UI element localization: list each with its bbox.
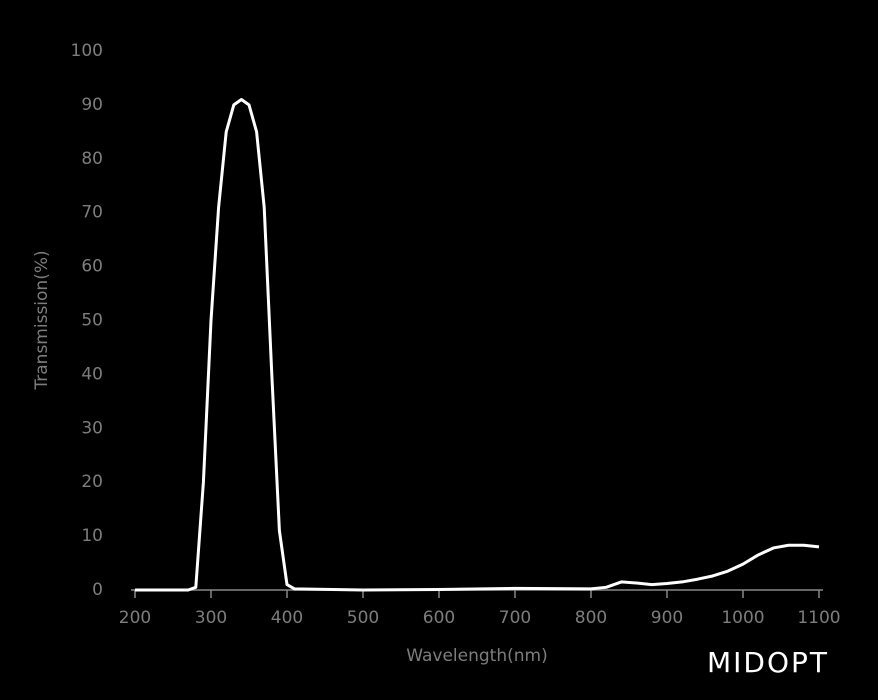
y-tick-label: 70 — [81, 203, 103, 223]
x-tick-label: 600 — [423, 608, 455, 628]
x-tick-label: 700 — [499, 608, 531, 628]
x-tick-label: 500 — [347, 608, 379, 628]
y-tick-label: 90 — [81, 95, 103, 115]
x-axis-label: Wavelength(nm) — [406, 646, 547, 666]
y-tick-label: 10 — [81, 526, 103, 546]
y-tick-label: 80 — [81, 149, 103, 169]
x-tick-label: 400 — [271, 608, 303, 628]
x-tick-label: 1100 — [797, 608, 840, 628]
y-tick-label: 60 — [81, 257, 103, 277]
y-tick-label: 0 — [92, 580, 103, 600]
y-tick-label: 100 — [71, 41, 103, 61]
x-tick-label: 1000 — [721, 608, 764, 628]
y-axis-label: Transmission(%) — [32, 250, 52, 390]
logo: MIDOPT — [707, 646, 829, 679]
x-tick-label: 900 — [651, 608, 683, 628]
y-tick-label: 50 — [81, 311, 103, 331]
y-tick-label: 30 — [81, 418, 103, 438]
x-tick-label: 200 — [119, 608, 151, 628]
line — [135, 98, 820, 592]
y-tick-label: 40 — [81, 364, 103, 384]
x-tick-label: 300 — [195, 608, 227, 628]
x-tick-label: 800 — [575, 608, 607, 628]
y-tick-label: 20 — [81, 472, 103, 492]
